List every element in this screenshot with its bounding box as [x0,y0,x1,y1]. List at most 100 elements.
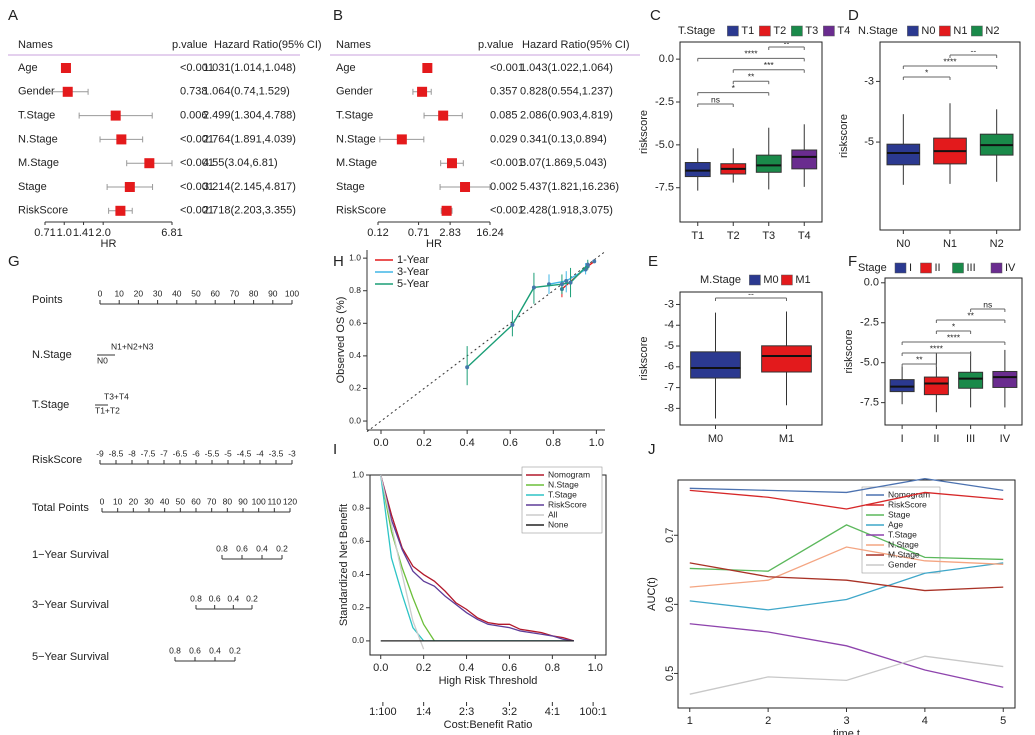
scale-tick-label: 40 [160,496,170,506]
legend-title: T.Stage [678,25,715,37]
hazard-ratio-label: 2.718(2.203,3.355) [203,205,296,217]
hr-marker [116,134,127,145]
x-tick-label: 2 [765,715,771,727]
legend-label: All [548,509,558,519]
level-label: T3+T4 [104,391,129,401]
y-axis-label: riskscore [638,336,650,380]
hr-marker [441,205,452,216]
hazard-ratio-label: 1.031(1.014,1.048) [203,62,296,74]
scale-tick-label: -9 [96,448,104,458]
hazard-ratio-label: 2.499(1.304,4.788) [203,110,296,122]
scale-tick-label: 80 [249,288,259,298]
x-tick-label: 1.0 [57,227,72,239]
significance-label: **** [943,56,957,66]
legend-swatch [759,25,771,37]
row-label: 1−Year Survival [32,549,109,561]
scale-tick-label: 40 [172,288,182,298]
x-tick-label: I [901,433,904,445]
box [690,351,741,379]
scale-tick-label: 120 [283,496,297,506]
column-header: Hazard Ratio(95% CI) [214,39,322,51]
row-label: N.Stage [32,349,72,361]
y-tick-label: 1.0 [349,252,361,262]
calibration-point [559,282,564,287]
panel-letter: J [648,441,656,458]
box [889,379,915,393]
series-line [380,474,574,642]
panel-letter: H [333,253,344,270]
hr-marker [110,110,121,121]
legend-label: 1-Year [397,254,429,266]
scale-tick-label: -7 [160,448,168,458]
x-tick-label: II [933,433,939,445]
column-header: p.value [478,39,513,51]
x-tick-label: 0.8 [545,662,560,674]
x-tick-label: 0.4 [459,662,474,674]
hr-marker [144,158,155,169]
x-tick-label: 0.6 [502,662,517,674]
scale-tick-label: 100 [285,288,299,298]
calibration-point [592,259,597,264]
scale-tick-label: 90 [238,496,248,506]
series-line [689,562,1004,611]
y-tick-label: -5 [864,136,874,148]
y-tick-label: 0.2 [352,602,364,612]
p-value: <0.001 [180,205,214,217]
hr-marker [438,110,449,121]
x-tick-label: 0.0 [373,662,388,674]
row-name: T.Stage [336,110,373,122]
row-name: M.Stage [336,157,377,169]
box [761,345,812,373]
y-tick-label: -3 [664,298,674,310]
p-value: <0.001 [180,181,214,193]
x-tick-label: 0.8 [546,437,561,449]
row-label: 5−Year Survival [32,651,109,663]
legend-label: N2 [985,25,999,37]
legend-swatch [894,262,907,274]
row-name: RiskScore [18,205,68,217]
calibration-point [510,322,515,327]
x-tick-label: 1 [687,715,693,727]
row-name: N.Stage [18,133,58,145]
significance-label: * [925,67,929,77]
legend-swatch [791,25,803,37]
x-tick-label: N0 [896,238,910,250]
y-axis-label: riskscore [638,110,650,154]
x-tick-label: 0.71 [408,227,429,239]
box [886,143,921,166]
scale-tick-label: 70 [207,496,217,506]
row-label: Points [32,294,63,306]
y-tick-label: -7 [664,382,674,394]
p-value: <0.001 [180,62,214,74]
level-label: T1+T2 [95,405,120,415]
x-tick-label: 2.83 [439,227,460,239]
x-tick-label: III [966,433,975,445]
legend-label: Age [888,519,903,529]
column-header: Names [336,39,371,51]
p-value: 0.029 [490,133,518,145]
legend-label: M1 [795,274,810,286]
x-tick-label: T1 [691,230,704,242]
legend-label: T.Stage [548,489,577,499]
significance-label: *** [764,60,775,70]
y-tick-label: 0.0 [349,415,361,425]
scale-tick-label: 30 [153,288,163,298]
legend-label: T4 [837,25,850,37]
hazard-ratio-label: 2.086(0.903,4.819) [520,110,613,122]
hr-marker [60,63,71,73]
scale-tick-label: 90 [268,288,278,298]
y-axis-label: riskscore [838,114,850,158]
legend-label: None [548,519,569,529]
y-tick-label: -2.5 [655,96,674,108]
x-tick-label: 0.0 [373,437,388,449]
legend-frame [861,486,941,574]
y-tick-label: -3 [864,75,874,87]
series-line [689,524,1004,572]
y-tick-label: -5.0 [860,357,879,369]
y-axis-label: riskscore [843,329,855,373]
legend-swatch [920,262,932,274]
y-tick-label: -5.0 [655,139,674,151]
x2-axis-label: Cost:Benefit Ratio [444,719,533,731]
plot-frame [884,277,1023,426]
scale-tick-label: -6.5 [173,448,188,458]
